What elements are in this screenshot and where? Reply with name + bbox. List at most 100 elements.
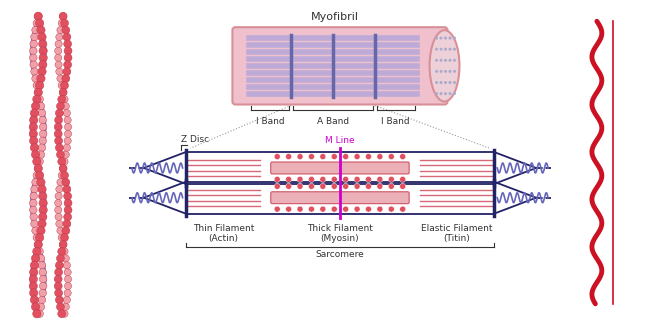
Circle shape <box>453 70 456 73</box>
Circle shape <box>55 268 63 276</box>
Circle shape <box>30 289 38 297</box>
Circle shape <box>55 116 63 124</box>
Circle shape <box>30 213 38 221</box>
Circle shape <box>59 241 67 248</box>
Circle shape <box>343 177 348 182</box>
Circle shape <box>40 130 47 138</box>
Circle shape <box>65 130 72 137</box>
Circle shape <box>59 88 67 96</box>
Circle shape <box>444 81 447 84</box>
Circle shape <box>30 268 38 277</box>
Circle shape <box>30 199 37 207</box>
Circle shape <box>32 247 41 256</box>
Circle shape <box>388 177 394 182</box>
Circle shape <box>57 227 64 234</box>
Circle shape <box>38 109 46 117</box>
Circle shape <box>435 92 438 95</box>
Circle shape <box>37 303 45 311</box>
Circle shape <box>30 144 39 152</box>
Circle shape <box>61 234 69 242</box>
Circle shape <box>453 92 456 95</box>
Circle shape <box>388 183 394 189</box>
Circle shape <box>38 296 46 304</box>
Circle shape <box>62 103 69 110</box>
Circle shape <box>64 54 72 62</box>
Circle shape <box>62 255 69 262</box>
Circle shape <box>435 59 438 62</box>
Circle shape <box>275 206 280 212</box>
Circle shape <box>33 19 41 27</box>
Circle shape <box>55 199 62 207</box>
Circle shape <box>55 137 63 145</box>
Circle shape <box>30 40 38 48</box>
Circle shape <box>34 165 42 172</box>
Circle shape <box>32 150 40 159</box>
Circle shape <box>30 109 39 117</box>
Circle shape <box>55 193 62 200</box>
Circle shape <box>63 192 72 200</box>
Circle shape <box>34 89 42 96</box>
Circle shape <box>57 248 66 255</box>
Circle shape <box>377 153 383 159</box>
Text: Z Disc: Z Disc <box>181 135 209 144</box>
Circle shape <box>400 153 406 159</box>
Circle shape <box>297 177 303 182</box>
Circle shape <box>31 68 38 75</box>
Circle shape <box>39 137 46 145</box>
Circle shape <box>286 153 292 159</box>
Circle shape <box>308 153 314 159</box>
Circle shape <box>444 70 447 73</box>
Circle shape <box>444 48 447 51</box>
Circle shape <box>58 172 65 179</box>
Circle shape <box>33 172 41 179</box>
Text: Thin Filament
(Actin): Thin Filament (Actin) <box>193 223 254 243</box>
Text: Sarcomere: Sarcomere <box>315 250 364 259</box>
Circle shape <box>38 220 46 228</box>
Circle shape <box>57 151 65 159</box>
Circle shape <box>400 183 406 189</box>
Circle shape <box>61 171 69 179</box>
Circle shape <box>55 47 62 54</box>
Ellipse shape <box>430 30 459 102</box>
Circle shape <box>38 33 46 41</box>
Circle shape <box>57 254 65 262</box>
Circle shape <box>54 275 62 283</box>
FancyBboxPatch shape <box>271 162 409 174</box>
Circle shape <box>36 158 44 165</box>
Circle shape <box>366 153 372 159</box>
Circle shape <box>30 47 37 54</box>
Circle shape <box>63 68 71 76</box>
Circle shape <box>440 70 442 73</box>
Circle shape <box>34 240 42 249</box>
Circle shape <box>37 74 45 83</box>
Circle shape <box>30 61 38 68</box>
Circle shape <box>34 88 42 97</box>
Text: Thick Filament
(Myosin): Thick Filament (Myosin) <box>307 223 373 243</box>
Circle shape <box>61 248 68 255</box>
Circle shape <box>377 206 383 212</box>
Circle shape <box>38 40 47 48</box>
Circle shape <box>30 206 37 214</box>
Circle shape <box>37 151 45 158</box>
Circle shape <box>62 178 70 186</box>
Circle shape <box>55 144 63 152</box>
Circle shape <box>38 144 46 151</box>
Circle shape <box>63 144 71 151</box>
Circle shape <box>38 262 46 269</box>
Circle shape <box>308 177 314 182</box>
Circle shape <box>36 95 44 103</box>
Circle shape <box>54 123 62 131</box>
Circle shape <box>32 179 40 186</box>
Circle shape <box>29 275 38 283</box>
Circle shape <box>331 206 337 212</box>
Circle shape <box>55 61 62 68</box>
Circle shape <box>63 110 71 117</box>
Circle shape <box>343 183 348 189</box>
Circle shape <box>435 37 438 40</box>
Circle shape <box>320 177 326 182</box>
Circle shape <box>366 177 372 182</box>
Circle shape <box>297 206 303 212</box>
Circle shape <box>58 234 65 241</box>
Text: Myofibril: Myofibril <box>311 12 359 22</box>
FancyBboxPatch shape <box>232 27 447 105</box>
